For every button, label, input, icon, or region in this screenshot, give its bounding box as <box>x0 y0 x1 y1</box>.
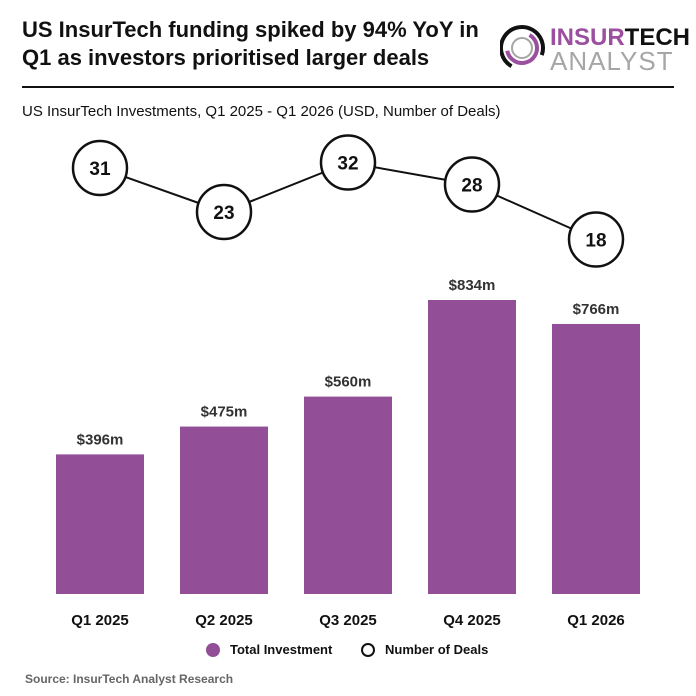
legend-swatch-circle-outline-icon <box>361 642 375 657</box>
x-tick-label: Q3 2025 <box>319 612 377 629</box>
legend-item-investment: Total Investment <box>206 642 332 657</box>
insurtech-analyst-logo: INSURTECH ANALYST <box>499 18 690 78</box>
deals-label: 18 <box>585 231 606 252</box>
bar <box>304 396 392 594</box>
source-note: Source: InsurTech Analyst Research <box>25 672 234 686</box>
deals-label: 32 <box>337 154 358 175</box>
bar-label: $834m <box>449 277 496 294</box>
bar-label: $766m <box>573 301 620 318</box>
x-tick-label: Q1 2026 <box>567 612 625 629</box>
chart-subtitle: US InsurTech Investments, Q1 2025 - Q1 2… <box>22 103 501 120</box>
legend-label: Total Investment <box>230 642 333 657</box>
deals-marker <box>71 139 129 197</box>
bar <box>552 323 640 594</box>
legend-swatch-filled-circle-icon <box>206 642 220 657</box>
deals-marker <box>567 211 625 268</box>
svg-text:INSURTECH: INSURTECH <box>550 24 690 51</box>
deals-label: 28 <box>461 176 482 197</box>
legend-label: Number of Deals <box>385 642 489 657</box>
deals-marker <box>443 156 501 213</box>
x-tick-label: Q1 2025 <box>71 612 129 629</box>
deals-marker <box>195 183 253 241</box>
divider <box>22 86 674 88</box>
x-tick-label: Q4 2025 <box>443 612 501 629</box>
deals-label: 23 <box>213 203 234 224</box>
deals-label: 31 <box>89 159 111 180</box>
bar <box>56 454 144 594</box>
bar <box>180 426 268 594</box>
bar-label: $475m <box>201 404 248 421</box>
bar-label: $560m <box>325 374 372 391</box>
bar-label: $396m <box>77 431 124 448</box>
legend-item-deals: Number of Deals <box>361 642 488 657</box>
page-title: US InsurTech funding spiked by 94% YoY i… <box>22 17 479 70</box>
deals-marker <box>319 134 377 191</box>
x-tick-label: Q2 2025 <box>195 612 253 629</box>
svg-text:ANALYST: ANALYST <box>550 46 674 76</box>
bar <box>428 300 516 594</box>
